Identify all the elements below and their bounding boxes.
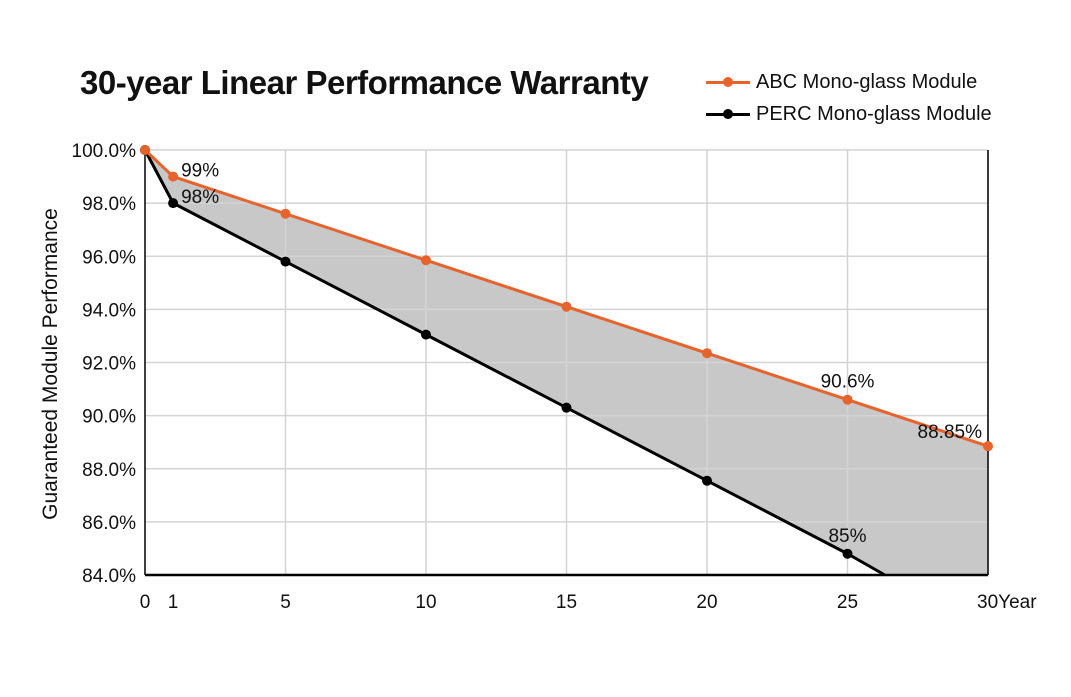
perc-data-point — [421, 329, 431, 340]
abc-series-line — [143, 148, 989, 448]
abc-data-point — [983, 441, 993, 452]
abc-data-point — [280, 208, 291, 219]
perc-data-point — [168, 198, 179, 209]
perc-data-point — [561, 402, 572, 413]
perc-data-point — [842, 548, 853, 559]
y-tick-label: 98.0% — [82, 194, 136, 215]
x-tick-label: 15 — [556, 592, 577, 613]
y-tick-label: 92.0% — [82, 354, 136, 375]
y-tick-label: 84.0% — [82, 566, 136, 587]
x-tick-label: 30Year — [977, 592, 1037, 613]
x-tick-label: 25 — [837, 592, 858, 613]
data-label: 90.6% — [821, 372, 875, 393]
legend-item-abc: ABC Mono-glass Module — [706, 66, 992, 98]
abc-data-point — [421, 255, 431, 266]
perc-series-line — [143, 149, 886, 577]
x-tick-label: 0 — [140, 592, 151, 613]
y-tick-label: 94.0% — [82, 300, 136, 321]
x-tick-label: 20 — [696, 592, 717, 613]
legend-swatch-abc — [706, 75, 750, 89]
y-tick-label: 100.0% — [72, 141, 137, 162]
abc-data-point — [842, 394, 853, 405]
perc-data-point — [702, 475, 712, 486]
data-label: 88.85% — [918, 422, 983, 443]
y-tick-label: 86.0% — [82, 513, 136, 534]
x-tick-label: 1 — [168, 592, 179, 613]
perc-data-point — [280, 256, 291, 267]
chart-title: 30-year Linear Performance Warranty — [80, 64, 649, 101]
legend: ABC Mono-glass Module PERC Mono-glass Mo… — [706, 66, 992, 130]
abc-data-point — [702, 348, 712, 359]
y-tick-label: 88.0% — [82, 460, 136, 481]
legend-swatch-perc — [706, 107, 750, 121]
legend-label-abc: ABC Mono-glass Module — [756, 70, 978, 93]
abc-data-point — [140, 145, 150, 155]
abc-data-point — [168, 171, 179, 182]
abc-data-point — [561, 301, 572, 312]
y-tick-label: 90.0% — [82, 407, 136, 428]
data-label: 98% — [181, 187, 219, 208]
data-label: 85% — [828, 526, 866, 547]
legend-item-perc: PERC Mono-glass Module — [706, 98, 992, 130]
x-tick-label: 5 — [280, 592, 291, 613]
y-tick-label: 96.0% — [82, 247, 136, 268]
x-tick-label: 10 — [415, 592, 436, 613]
legend-label-perc: PERC Mono-glass Module — [756, 102, 992, 125]
data-label: 99% — [181, 161, 219, 182]
